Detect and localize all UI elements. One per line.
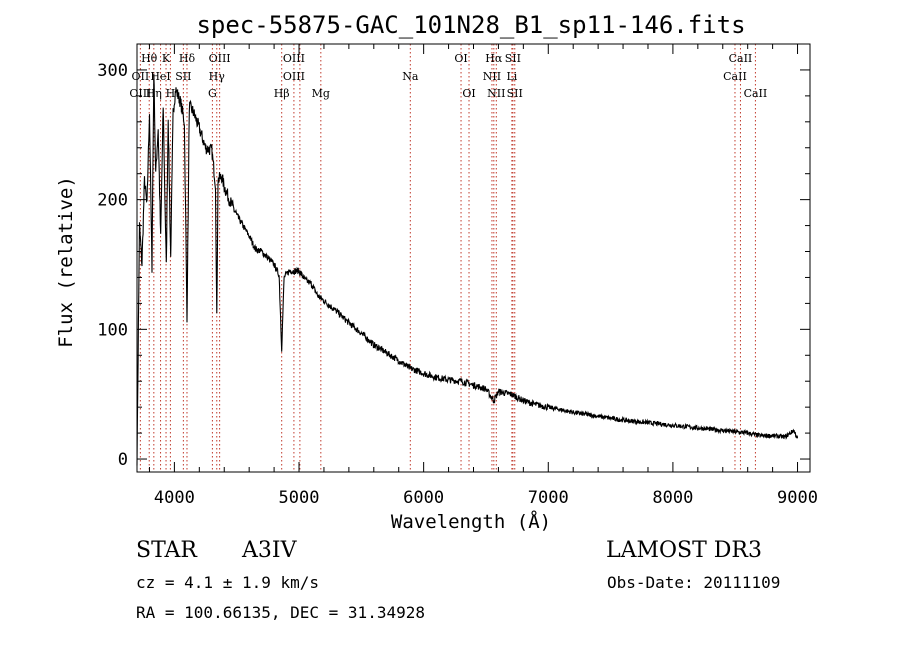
sky-coordinates: RA = 100.66135, DEC = 31.34928 <box>136 603 425 622</box>
line-label: OIII <box>283 70 305 83</box>
line-label: OIII <box>209 52 231 65</box>
redshift-velocity: cz = 4.1 ± 1.9 km/s <box>136 573 320 592</box>
line-label: HeI <box>150 70 170 83</box>
line-label: K <box>162 52 171 65</box>
y-axis-ticks: 0 100 200 300 <box>97 61 810 470</box>
line-label: SII <box>175 70 191 83</box>
x-tick-label: 4000 <box>154 488 195 508</box>
line-label: Hθ <box>141 52 158 65</box>
y-tick-label: 200 <box>97 191 128 211</box>
plot-frame <box>136 43 811 473</box>
x-tick-label: 9000 <box>777 488 818 508</box>
line-label: CaII <box>744 87 768 100</box>
x-axis-label: Wavelength (Å) <box>391 510 551 533</box>
line-label: OI <box>462 87 475 100</box>
line-label: CaII <box>729 52 753 65</box>
x-tick-label: 8000 <box>652 488 693 508</box>
line-label: OI <box>454 52 467 65</box>
survey-name: LAMOST DR3 <box>606 538 762 563</box>
chart-title: spec-55875-GAC_101N28_B1_sp11-146.fits <box>196 11 745 39</box>
x-tick-label: 5000 <box>279 488 320 508</box>
line-label: Hβ <box>274 87 290 100</box>
observation-date: Obs-Date: 20111109 <box>607 573 781 592</box>
line-label: Hγ <box>209 70 226 83</box>
x-tick-label: 6000 <box>403 488 444 508</box>
object-class: STAR <box>136 538 197 563</box>
line-label: OIII <box>283 52 305 65</box>
y-tick-label: 300 <box>97 61 128 81</box>
line-label: Na <box>402 70 419 83</box>
line-label: SII <box>507 87 523 100</box>
line-label: Mg <box>312 87 330 100</box>
spectral-subclass: A3IV <box>242 538 297 563</box>
line-label: Li <box>506 70 517 83</box>
line-label: SII <box>505 52 521 65</box>
line-label: Hδ <box>179 52 196 65</box>
line-label: H <box>166 87 176 100</box>
y-axis-label: Flux (relative) <box>55 176 77 348</box>
spectrum-line <box>136 73 799 466</box>
line-label: Hα <box>485 52 503 65</box>
x-tick-label: 7000 <box>528 488 569 508</box>
line-label: CaII <box>723 70 747 83</box>
y-tick-label: 100 <box>97 320 128 340</box>
y-tick-label: 0 <box>118 450 128 470</box>
line-label: NII <box>483 70 501 83</box>
emission-line-markers <box>139 44 756 472</box>
x-axis-ticks: 4000 5000 6000 7000 8000 9000 <box>148 44 818 508</box>
line-label: OIII <box>129 87 151 100</box>
line-label: OII <box>132 70 150 83</box>
line-label: G <box>208 87 217 100</box>
line-label: NII <box>487 87 505 100</box>
